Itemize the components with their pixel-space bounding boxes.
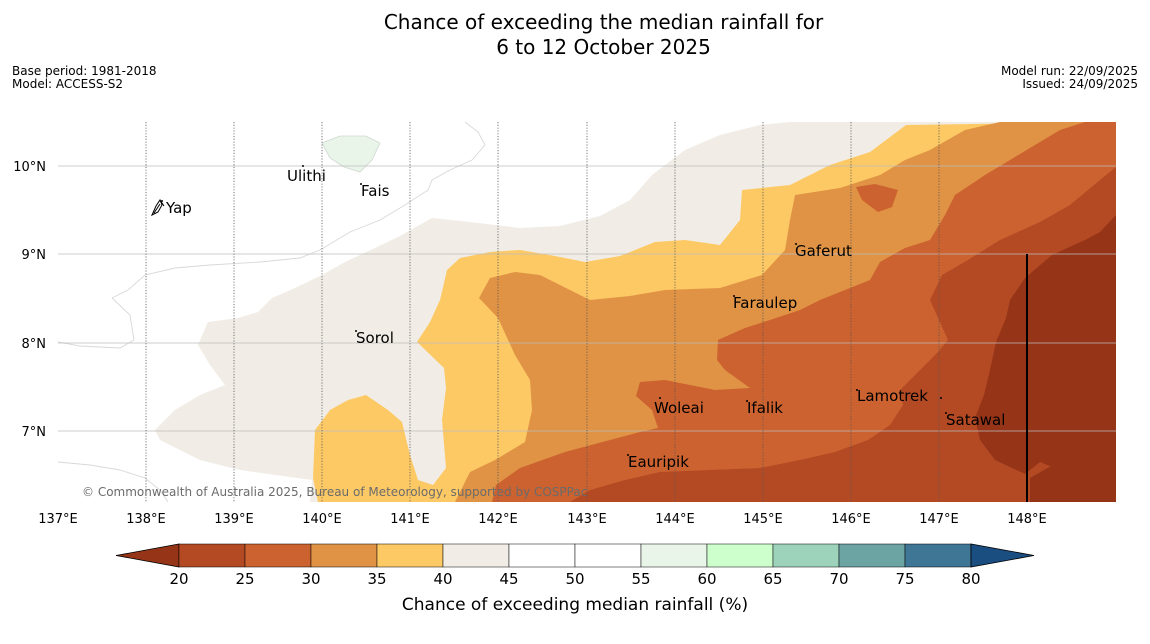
cb-tick-40: 40 [433, 570, 452, 588]
lon-tick-141e: 141°E [390, 512, 430, 527]
marker-fais [360, 183, 362, 185]
coastline-north [111, 122, 486, 299]
yap-island-shape [150, 198, 165, 217]
colorbar-bin-20-25 [178, 543, 246, 568]
band-55-60-patch [321, 135, 381, 173]
colorbar-bin-65-70 [772, 543, 840, 568]
cb-tick-50: 50 [565, 570, 584, 588]
label-sorol: Sorol [356, 329, 394, 347]
marker-eauripik [627, 454, 629, 456]
place-markers [161, 165, 947, 456]
cb-tick-70: 70 [829, 570, 848, 588]
colorbar-bin-45-50 [508, 543, 576, 568]
cb-tick-25: 25 [235, 570, 254, 588]
cb-tick-30: 30 [301, 570, 320, 588]
lon-tick-148e: 148°E [1007, 512, 1047, 527]
lon-tick-139e: 139°E [214, 512, 254, 527]
lon-tick-142e: 142°E [478, 512, 518, 527]
lon-tick-147e: 147°E [919, 512, 959, 527]
coastline-south [58, 461, 169, 502]
map-title: Chance of exceeding the median rainfall … [0, 10, 1150, 60]
colorbar-bin-30-35 [310, 543, 378, 568]
cb-tick-60: 60 [697, 570, 716, 588]
cb-tick-65: 65 [763, 570, 782, 588]
base-period: Base period: 1981-2018 [12, 64, 157, 78]
cb-tick-75: 75 [895, 570, 914, 588]
cb-tick-45: 45 [499, 570, 518, 588]
colorbar-bin-75-80 [904, 543, 972, 568]
meta-right: Model run: 22/09/2025 Issued: 24/09/2025 [1001, 65, 1138, 91]
lat-tick-8n: 8°N [22, 337, 47, 352]
colorbar-bin-50-55 [574, 543, 642, 568]
label-ifalik: Ifalik [747, 399, 783, 417]
copyright-notice: © Commonwealth of Australia 2025, Bureau… [82, 485, 587, 499]
colorbar-over-arrow [970, 543, 1035, 568]
title-line-1: Chance of exceeding the median rainfall … [383, 10, 824, 34]
lon-tick-labels: 137°E 138°E 139°E 140°E 141°E 142°E 143°… [38, 512, 1047, 527]
issued-date: Issued: 24/09/2025 [1022, 77, 1138, 91]
marker-ulithi [302, 165, 304, 167]
band-25-30-blob [856, 184, 898, 212]
marker-yap [161, 200, 163, 202]
label-faraulep: Faraulep [733, 294, 797, 312]
colorbar-under-arrow [115, 543, 180, 568]
label-yap: Yap [165, 199, 192, 217]
label-ulithi: Ulithi [287, 167, 326, 185]
lon-tick-144e: 144°E [655, 512, 695, 527]
lon-tick-137e: 137°E [38, 512, 78, 527]
colorbar [115, 543, 1035, 568]
colorbar-bin-35-40 [376, 543, 444, 568]
lon-tick-140e: 140°E [302, 512, 342, 527]
colorbar-tick-labels: 20 25 30 35 40 45 50 55 60 65 70 75 80 [169, 570, 980, 588]
marker-extra-islet [940, 397, 942, 399]
lat-tick-labels: 10°N 9°N 8°N 7°N [13, 160, 46, 440]
band-below-20-east [1030, 440, 1116, 502]
coastline-west [58, 297, 135, 349]
marker-woleai [659, 397, 661, 399]
lon-tick-145e: 145°E [743, 512, 783, 527]
marker-gaferut [795, 243, 797, 245]
cb-tick-35: 35 [367, 570, 386, 588]
colorbar-bin-40-45 [442, 543, 510, 568]
meta-left: Base period: 1981-2018 Model: ACCESS-S2 [12, 65, 157, 91]
label-eauripik: Eauripik [628, 453, 689, 471]
label-fais: Fais [361, 182, 390, 200]
colorbar-bin-25-30 [244, 543, 312, 568]
model-name: Model: ACCESS-S2 [12, 77, 124, 91]
lat-tick-10n: 10°N [13, 160, 46, 175]
cb-tick-55: 55 [631, 570, 650, 588]
colorbar-bin-60-65 [706, 543, 774, 568]
lat-tick-7n: 7°N [22, 425, 47, 440]
lon-gridlines [145, 122, 940, 502]
marker-lamotrek [856, 389, 858, 391]
label-gaferut: Gaferut [795, 242, 852, 260]
marker-ifalik [746, 400, 748, 402]
marker-satawal [945, 412, 947, 414]
label-woleai: Woleai [654, 399, 704, 417]
label-satawal: Satawal [946, 411, 1005, 429]
colorbar-bin-70-75 [838, 543, 906, 568]
lon-tick-146e: 146°E [831, 512, 871, 527]
cb-tick-20: 20 [169, 570, 188, 588]
cb-tick-80: 80 [961, 570, 980, 588]
marker-faraulep [733, 295, 735, 297]
lat-tick-9n: 9°N [22, 248, 47, 263]
map-panel: Yap Ulithi Fais Gaferut Faraulep Sorol W… [58, 122, 1116, 502]
colorbar-label: Chance of exceeding median rainfall (%) [402, 595, 748, 615]
title-line-2: 6 to 12 October 2025 [496, 35, 711, 59]
colorbar-bin-55-60 [640, 543, 708, 568]
lon-tick-138e: 138°E [126, 512, 166, 527]
band-below-20 [975, 215, 1116, 502]
label-lamotrek: Lamotrek [857, 387, 928, 405]
lon-tick-143e: 143°E [567, 512, 607, 527]
marker-sorol [355, 330, 357, 332]
model-run: Model run: 22/09/2025 [1000, 64, 1138, 78]
